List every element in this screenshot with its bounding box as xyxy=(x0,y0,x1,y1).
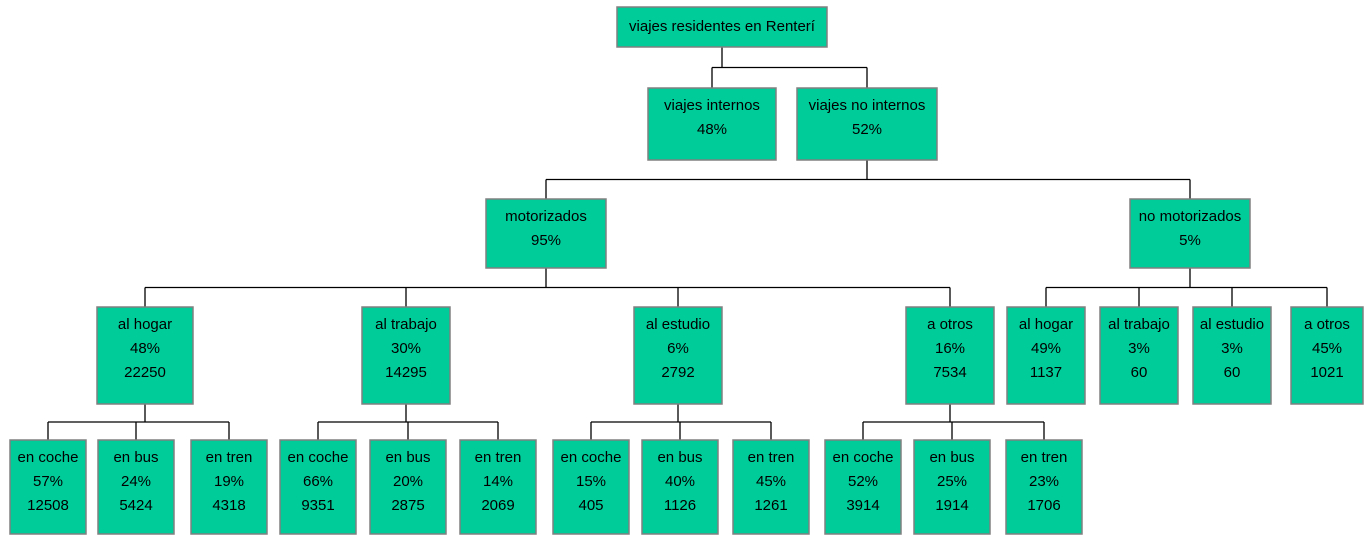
node-share: 66% xyxy=(303,473,333,490)
node-box xyxy=(647,87,777,161)
node-share: 25% xyxy=(937,473,967,490)
node-label: no motorizados xyxy=(1139,208,1242,225)
node-box xyxy=(9,439,87,535)
node-share: 45% xyxy=(756,473,786,490)
node-trips: 60 xyxy=(1131,364,1148,381)
node-label: al trabajo xyxy=(375,316,437,333)
node-share: 52% xyxy=(848,473,878,490)
node-share: 40% xyxy=(665,473,695,490)
node-box xyxy=(1192,306,1272,405)
node-label: en coche xyxy=(833,449,894,466)
node-trips: 60 xyxy=(1224,364,1241,381)
node-box xyxy=(1005,439,1083,535)
node-label: al estudio xyxy=(1200,316,1264,333)
node-label: en tren xyxy=(206,449,253,466)
node-label: en bus xyxy=(113,449,158,466)
node-box xyxy=(485,198,607,269)
node-box xyxy=(1006,306,1086,405)
node-trips: 12508 xyxy=(27,497,69,514)
node-share: 49% xyxy=(1031,340,1061,357)
node-box xyxy=(97,439,175,535)
node-label: en bus xyxy=(385,449,430,466)
node-label: en bus xyxy=(929,449,974,466)
node-share: 19% xyxy=(214,473,244,490)
node-trips: 7534 xyxy=(933,364,966,381)
node-trips: 1706 xyxy=(1027,497,1060,514)
node-trips: 1021 xyxy=(1310,364,1343,381)
node-label: en bus xyxy=(657,449,702,466)
node-box xyxy=(459,439,537,535)
node-box xyxy=(732,439,810,535)
node-trips: 2069 xyxy=(481,497,514,514)
node-box xyxy=(1290,306,1364,405)
node-label: en coche xyxy=(288,449,349,466)
node-trips: 5424 xyxy=(119,497,152,514)
node-box xyxy=(905,306,995,405)
node-box xyxy=(190,439,268,535)
node-box xyxy=(369,439,447,535)
node-share: 5% xyxy=(1179,232,1201,249)
node-share: 52% xyxy=(852,121,882,138)
node-share: 14% xyxy=(483,473,513,490)
node-share: 24% xyxy=(121,473,151,490)
node-label: en tren xyxy=(475,449,522,466)
node-box xyxy=(616,6,828,48)
node-label: motorizados xyxy=(505,208,587,225)
node-box xyxy=(796,87,938,161)
node-share: 15% xyxy=(576,473,606,490)
node-box xyxy=(361,306,451,405)
node-box xyxy=(824,439,902,535)
node-label: viajes internos xyxy=(664,97,760,114)
node-share: 3% xyxy=(1128,340,1150,357)
node-trips: 1261 xyxy=(754,497,787,514)
node-label: a otros xyxy=(927,316,973,333)
node-box xyxy=(633,306,723,405)
node-trips: 2875 xyxy=(391,497,424,514)
node-box xyxy=(96,306,194,405)
node-box xyxy=(279,439,357,535)
node-trips: 9351 xyxy=(301,497,334,514)
node-label: al hogar xyxy=(118,316,172,333)
node-label: viajes no internos xyxy=(809,97,926,114)
node-box xyxy=(913,439,991,535)
node-label: al hogar xyxy=(1019,316,1073,333)
node-share: 45% xyxy=(1312,340,1342,357)
node-label: en coche xyxy=(561,449,622,466)
node-share: 57% xyxy=(33,473,63,490)
node-label: viajes residentes en Renterí xyxy=(629,18,816,35)
node-trips: 4318 xyxy=(212,497,245,514)
node-label: en tren xyxy=(748,449,795,466)
node-trips: 405 xyxy=(578,497,603,514)
node-label: en coche xyxy=(18,449,79,466)
node-share: 48% xyxy=(130,340,160,357)
node-share: 48% xyxy=(697,121,727,138)
node-share: 3% xyxy=(1221,340,1243,357)
node-share: 16% xyxy=(935,340,965,357)
node-share: 95% xyxy=(531,232,561,249)
node-box xyxy=(552,439,630,535)
node-label: en tren xyxy=(1021,449,1068,466)
node-trips: 2792 xyxy=(661,364,694,381)
node-trips: 1914 xyxy=(935,497,968,514)
node-share: 20% xyxy=(393,473,423,490)
node-label: a otros xyxy=(1304,316,1350,333)
node-box xyxy=(1099,306,1179,405)
node-trips: 1137 xyxy=(1030,364,1062,381)
node-share: 23% xyxy=(1029,473,1059,490)
node-trips: 22250 xyxy=(124,364,166,381)
node-label: al trabajo xyxy=(1108,316,1170,333)
node-box xyxy=(1129,198,1251,269)
node-share: 6% xyxy=(667,340,689,357)
node-box xyxy=(641,439,719,535)
node-trips: 3914 xyxy=(846,497,879,514)
node-trips: 1126 xyxy=(664,497,696,514)
node-trips: 14295 xyxy=(385,364,427,381)
node-label: al estudio xyxy=(646,316,710,333)
node-share: 30% xyxy=(391,340,421,357)
